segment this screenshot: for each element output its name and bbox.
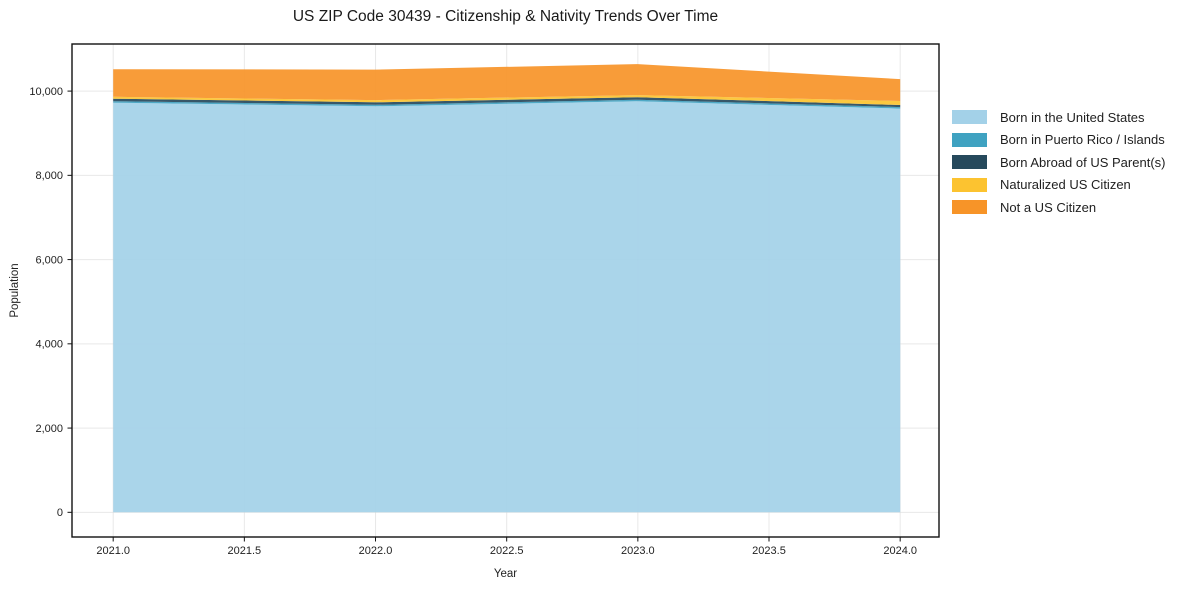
legend-item-4: Not a US Citizen — [952, 196, 1165, 219]
x-tick-label: 2021.0 — [96, 545, 130, 557]
legend-label: Naturalized US Citizen — [1000, 177, 1131, 193]
x-tick-label: 2022.0 — [359, 545, 393, 557]
legend-label: Born in the United States — [1000, 109, 1145, 125]
chart-title: US ZIP Code 30439 - Citizenship & Nativi… — [292, 8, 719, 25]
stacked-areas — [113, 64, 901, 513]
legend-label: Born Abroad of US Parent(s) — [1000, 154, 1166, 170]
area-band-1 — [113, 99, 901, 109]
x-tick-label: 2021.5 — [228, 545, 262, 557]
y-axis-label: Population — [9, 263, 21, 317]
area-band-0 — [113, 101, 901, 513]
y-tick-label: 2,000 — [35, 423, 63, 435]
legend-item-0: Born in the United States — [952, 106, 1165, 129]
y-tick-label: 10,000 — [29, 86, 63, 98]
tick-labels: 2021.0 2021.5 2022.0 2022.5 2023.0 2023.5 2024… — [29, 86, 917, 557]
legend-label: Born in Puerto Rico / Islands — [1000, 132, 1165, 148]
legend: Born in the United States Born in Puerto … — [952, 106, 1165, 219]
legend-swatch-icon — [952, 177, 987, 192]
y-tick-label: 4,000 — [35, 339, 63, 351]
plot-border — [71, 43, 940, 538]
legend-item-3: Naturalized US Citizen — [952, 174, 1165, 197]
legend-item-1: Born in Puerto Rico / Islands — [952, 129, 1165, 152]
y-tick-label: 0 — [57, 507, 63, 519]
legend-item-2: Born Abroad of US Parent(s) — [952, 151, 1165, 174]
legend-swatch-icon — [952, 155, 987, 170]
tick-layer — [67, 90, 901, 542]
x-tick-label: 2023.0 — [621, 545, 655, 557]
legend-label: Not a US Citizen — [1000, 199, 1097, 215]
x-tick-label: 2022.5 — [490, 545, 524, 557]
area-band-2 — [113, 97, 901, 108]
x-tick-label: 2023.5 — [752, 545, 786, 557]
legend-swatch-icon — [952, 110, 987, 125]
legend-swatch-icon — [952, 200, 987, 215]
legend-swatch-icon — [952, 132, 987, 147]
x-tick-label: 2024.0 — [883, 545, 917, 557]
y-tick-label: 6,000 — [35, 254, 63, 266]
x-axis-label: Year — [494, 568, 517, 580]
y-tick-label: 8,000 — [35, 170, 63, 182]
area-band-3 — [113, 95, 901, 105]
area-band-4 — [113, 64, 901, 101]
